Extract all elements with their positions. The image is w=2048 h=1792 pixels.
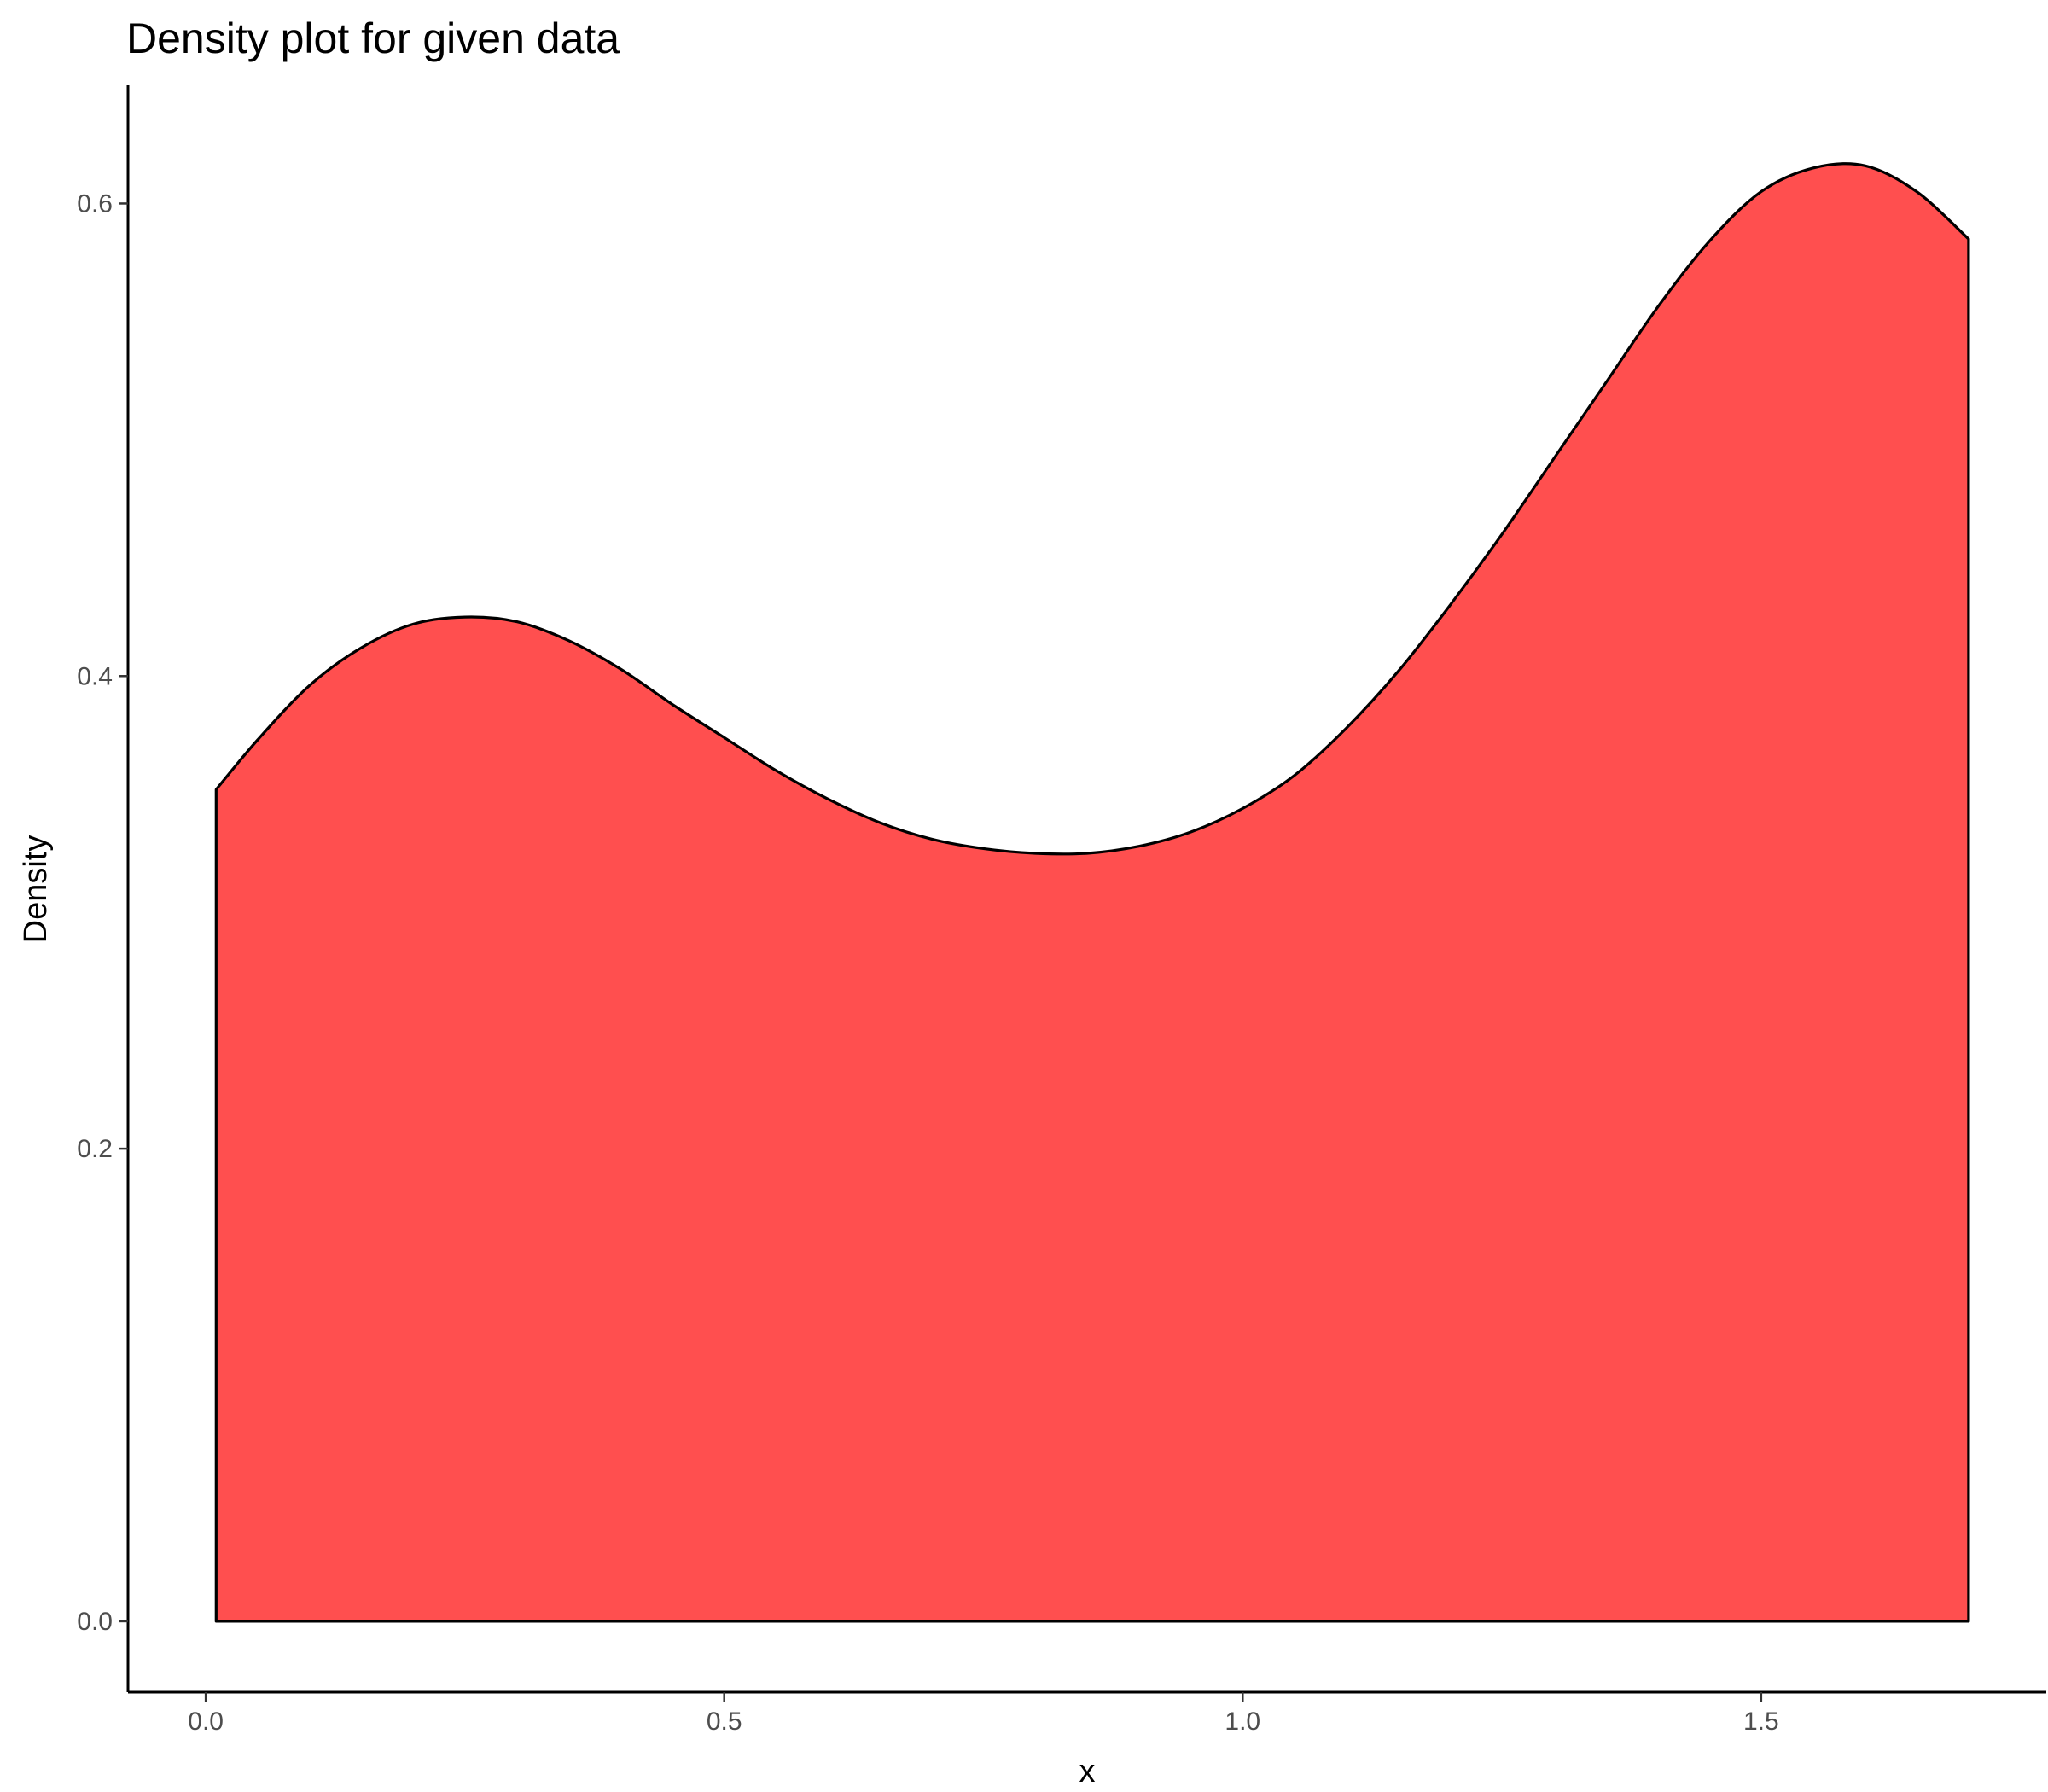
x-tick-label: 0.0 — [188, 1708, 224, 1736]
x-axis-title: x — [1079, 1754, 1096, 1789]
x-tick-label: 1.0 — [1225, 1708, 1260, 1736]
y-axis-title: Density — [18, 835, 54, 944]
density-area — [214, 162, 1970, 1623]
chart-title: Density plot for given data — [126, 15, 620, 62]
y-tick-label: 0.4 — [77, 662, 113, 690]
x-axis-ticks: 0.0 0.5 1.0 1.5 — [188, 1692, 1779, 1736]
x-tick-label: 0.5 — [707, 1708, 742, 1736]
plot-area — [214, 162, 1970, 1623]
x-tick-label: 1.5 — [1743, 1708, 1779, 1736]
y-tick-label: 0.6 — [77, 189, 113, 218]
y-tick-label: 0.2 — [77, 1135, 113, 1163]
y-axis-ticks: 0.0 0.2 0.4 0.6 — [77, 189, 128, 1636]
y-tick-label: 0.0 — [77, 1608, 113, 1636]
